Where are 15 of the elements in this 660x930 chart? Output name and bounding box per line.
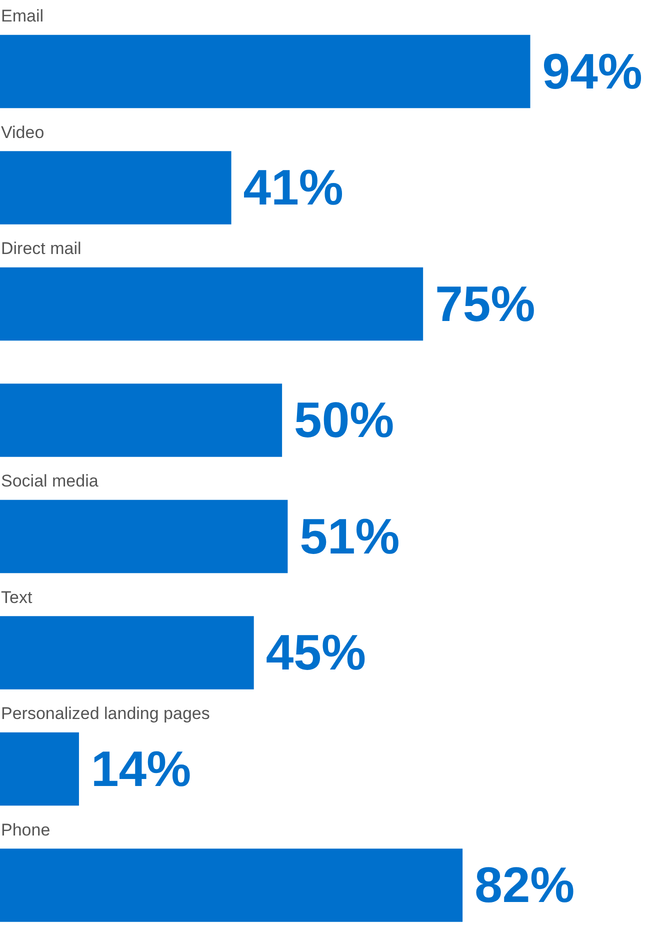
data-label: 41% xyxy=(243,160,344,216)
y-tick-label: Direct mail xyxy=(1,239,82,258)
y-tick-label: Video xyxy=(1,122,44,142)
data-label: 51% xyxy=(300,508,400,564)
data-label: 50% xyxy=(294,392,394,448)
data-label: 14% xyxy=(90,740,192,797)
y-tick-label: Email xyxy=(1,6,44,26)
data-label: 82% xyxy=(474,857,575,914)
data-label: 45% xyxy=(266,624,366,681)
y-tick-label: Phone xyxy=(1,820,50,840)
y-tick-label: Social media xyxy=(1,472,99,491)
y-tick-label: Personalized landing pages xyxy=(1,704,210,724)
y-tick-label: Text xyxy=(1,588,32,607)
data-label: 94% xyxy=(542,43,642,100)
data-label: 75% xyxy=(435,276,536,332)
